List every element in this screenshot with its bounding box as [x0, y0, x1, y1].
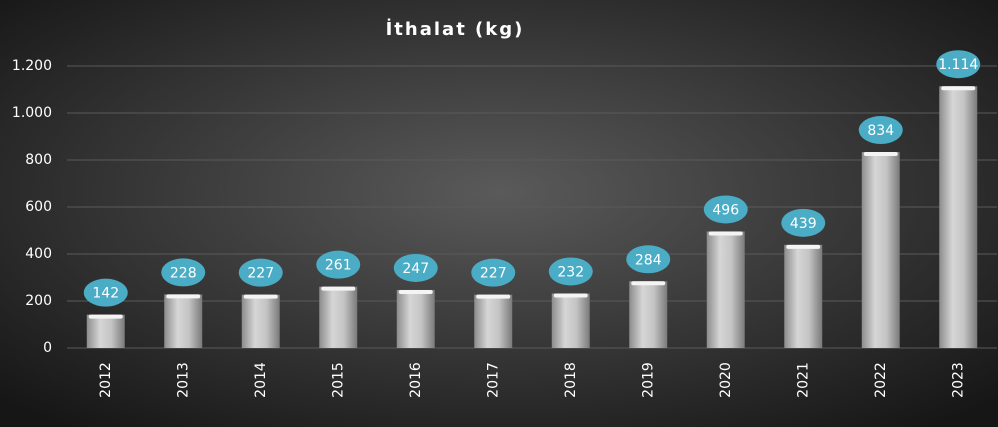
data-label: 228: [170, 265, 197, 281]
bar-highlight: [941, 86, 976, 91]
data-label-bubble: [161, 258, 206, 287]
data-label: 439: [790, 216, 817, 232]
data-label: 232: [557, 264, 584, 280]
bar: [551, 293, 590, 348]
y-tick-label: 0: [43, 340, 52, 356]
x-tick-label: 2014: [253, 362, 269, 398]
data-label-bubble: [626, 245, 671, 274]
data-label: 142: [92, 286, 119, 302]
data-label: 834: [867, 123, 894, 139]
x-tick-label: 2020: [718, 362, 734, 398]
x-tick-label: 2015: [330, 362, 346, 398]
bar-highlight: [631, 281, 666, 286]
bar: [164, 294, 203, 348]
x-tick-label: 2018: [563, 362, 579, 398]
bar: [861, 152, 900, 348]
data-label: 284: [635, 252, 662, 268]
data-label-bubble: [471, 258, 516, 287]
data-label: 227: [480, 266, 507, 282]
data-label-bubble: [83, 278, 128, 307]
x-tick-label: 2019: [640, 362, 656, 398]
bar-highlight: [88, 314, 123, 319]
y-tick-label: 800: [25, 152, 52, 168]
bar-highlight: [863, 152, 898, 157]
bar: [629, 281, 668, 348]
bar: [396, 289, 435, 348]
y-tick-label: 400: [25, 246, 52, 262]
chart-title: İthalat (kg): [386, 18, 525, 40]
bar-highlight: [708, 231, 743, 236]
bar: [474, 294, 513, 348]
data-label-bubble: [393, 253, 438, 282]
data-label-bubble: [781, 208, 826, 237]
data-label-bubble: [316, 250, 361, 279]
bar: [939, 86, 978, 349]
data-label-bubble: [858, 116, 903, 145]
x-tick-label: 2022: [873, 362, 889, 398]
data-label: 496: [712, 202, 739, 218]
bar: [784, 244, 823, 348]
bar-highlight: [786, 244, 821, 249]
y-tick-label: 1.000: [12, 105, 52, 121]
data-label-bubble: [238, 258, 283, 287]
x-tick-label: 2016: [408, 362, 424, 398]
y-tick-label: 600: [25, 199, 52, 215]
x-tick-label: 2012: [98, 362, 114, 398]
data-label: 227: [247, 266, 274, 282]
bar: [86, 314, 125, 348]
bar-highlight: [166, 294, 201, 299]
data-label: 1.114: [938, 57, 978, 73]
x-tick-label: 2017: [485, 362, 501, 398]
bar-highlight: [553, 293, 588, 298]
x-tick-label: 2013: [175, 362, 191, 398]
bar-highlight: [321, 286, 356, 291]
data-label: 261: [325, 258, 352, 274]
bar: [319, 286, 358, 348]
bar-highlight: [398, 289, 433, 294]
y-tick-label: 200: [25, 293, 52, 309]
bar-highlight: [476, 294, 511, 299]
data-label-bubble: [703, 195, 748, 224]
data-label-bubble: [548, 257, 593, 286]
x-tick-label: 2023: [950, 362, 966, 398]
bar: [706, 231, 745, 348]
data-label-bubble: [936, 50, 981, 79]
bar: [241, 294, 280, 348]
data-label: 247: [402, 261, 429, 277]
y-tick-label: 1.200: [12, 58, 52, 74]
bar-highlight: [243, 294, 278, 299]
x-tick-label: 2021: [795, 362, 811, 398]
